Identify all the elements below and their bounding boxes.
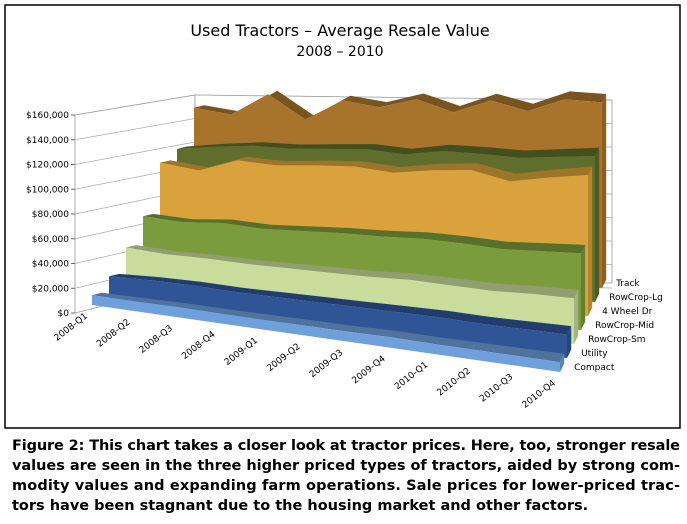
area-top: [92, 292, 565, 363]
y-tick-label: $0: [58, 309, 70, 319]
area-top: [126, 245, 579, 299]
legend-label: Utility: [581, 349, 608, 359]
area-side: [574, 289, 579, 344]
y-tick-label: $120,000: [26, 161, 69, 171]
y-tick-label: $80,000: [32, 210, 69, 220]
area-top: [177, 142, 600, 158]
caption-line: tors have been stagnant due to the housi…: [12, 498, 588, 514]
legend-label: 4 Wheel Dr: [602, 307, 653, 317]
area-top: [109, 273, 572, 335]
area-side: [595, 147, 600, 302]
caption-line: values are seen in the three higher pric…: [12, 458, 680, 474]
legend-label: RowCrop-Mid: [595, 321, 654, 331]
area-side: [567, 326, 572, 358]
area-side: [560, 353, 565, 372]
caption-line: modity values and expanding farm operati…: [12, 478, 680, 494]
area-top: [143, 213, 586, 254]
legend-label: RowCrop-Sm: [588, 335, 645, 345]
grid-line: [74, 94, 196, 116]
area-side: [602, 94, 607, 288]
area: [92, 295, 560, 372]
legend-label: RowCrop-Lg: [609, 293, 663, 303]
area-top: [194, 90, 607, 120]
y-tick-label: $100,000: [26, 185, 69, 195]
y-tick-label: $140,000: [26, 136, 69, 146]
caption-line: Figure 2: This chart takes a closer look…: [12, 438, 680, 454]
plot: $0 $20,000 $40,000 $60,000 $80,000 $100,000 $1…: [26, 90, 663, 411]
chart-subtitle: 2008 – 2010: [296, 44, 383, 60]
area: [109, 276, 567, 358]
chart-title: Used Tractors – Average Resale Value: [190, 21, 489, 40]
area-top: [160, 156, 593, 182]
legend-label: Compact: [574, 363, 615, 373]
grid-line: [74, 141, 196, 165]
grid-line: [194, 94, 613, 101]
grid-line: [74, 118, 196, 141]
legend-label: Track: [615, 279, 640, 289]
y-tick-label: $160,000: [26, 111, 69, 121]
area-side: [581, 244, 586, 330]
area-side: [588, 166, 593, 316]
y-tick-label: $40,000: [32, 260, 69, 270]
y-tick-label: $20,000: [32, 284, 69, 294]
y-tick-label: $60,000: [32, 235, 69, 245]
